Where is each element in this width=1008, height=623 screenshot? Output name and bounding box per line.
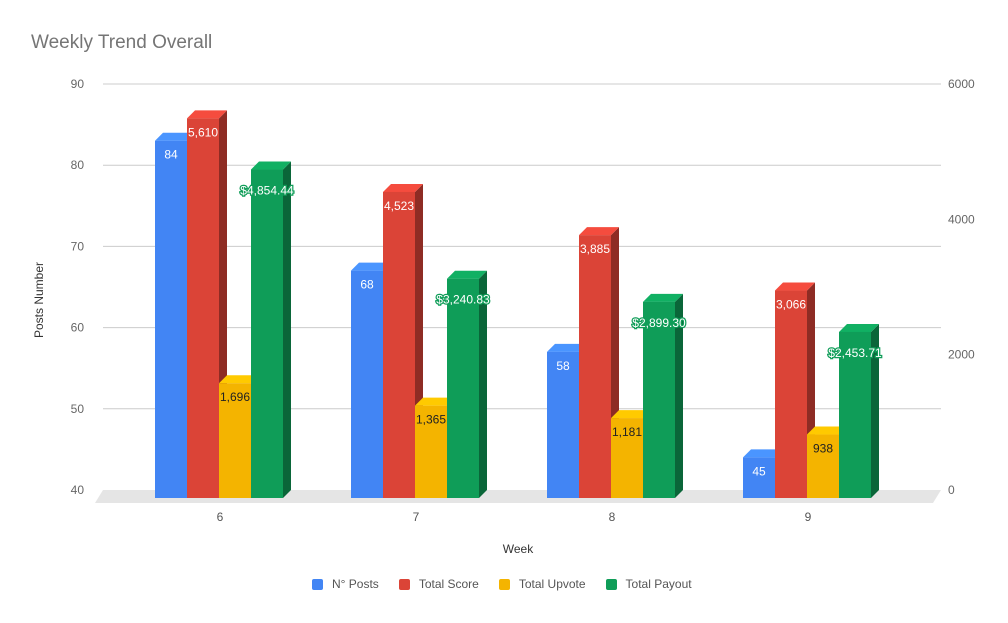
bar-side bbox=[283, 161, 291, 498]
y-left-tick-label: 50 bbox=[71, 402, 85, 416]
bar bbox=[251, 169, 283, 498]
bar bbox=[743, 457, 775, 498]
bar-side bbox=[871, 323, 879, 498]
legend-item: Total Score bbox=[398, 577, 479, 591]
bar-top bbox=[155, 132, 195, 141]
bar-top bbox=[547, 343, 587, 352]
bar-top bbox=[643, 293, 683, 302]
bar-top bbox=[351, 262, 391, 271]
y-left-tick-label: 60 bbox=[71, 321, 85, 335]
data-label: 1,365 bbox=[416, 413, 446, 427]
bar-top bbox=[579, 227, 619, 236]
x-axis-label: Week bbox=[503, 542, 534, 556]
y-right-tick-label: 4000 bbox=[948, 212, 975, 226]
data-label: 3,066 bbox=[776, 298, 806, 312]
bar bbox=[839, 331, 871, 498]
data-label: $2,899.30 bbox=[632, 316, 686, 330]
legend-swatch bbox=[498, 578, 510, 590]
bar bbox=[219, 383, 251, 498]
bar-top bbox=[447, 270, 487, 279]
y-left-tick-label: 80 bbox=[71, 158, 85, 172]
data-label: 68 bbox=[360, 278, 374, 292]
legend-item: Total Upvote bbox=[498, 577, 586, 591]
data-label: 84 bbox=[164, 148, 178, 162]
legend-label: Total Score bbox=[418, 577, 479, 591]
bar bbox=[611, 418, 643, 498]
x-tick-label: 9 bbox=[805, 510, 812, 524]
data-label: 1,181 bbox=[612, 425, 642, 439]
data-label: $3,240.83 bbox=[436, 293, 490, 307]
bar-top bbox=[383, 183, 423, 192]
bar-top bbox=[839, 323, 879, 332]
bar-top bbox=[415, 397, 455, 406]
legend-swatch bbox=[312, 578, 323, 590]
legend-label: Total Payout bbox=[625, 577, 692, 591]
legend-swatch bbox=[398, 578, 410, 590]
floor bbox=[95, 490, 941, 503]
data-label: 45 bbox=[752, 464, 766, 478]
y-right-tick-label: 6000 bbox=[948, 77, 975, 91]
bar-top bbox=[775, 282, 815, 291]
y-left-tick-label: 40 bbox=[71, 483, 85, 497]
legend: N° Posts Total Score Total Upvote Total Pay… bbox=[312, 577, 712, 591]
x-tick-label: 8 bbox=[609, 510, 616, 524]
bar-top bbox=[219, 375, 259, 384]
bar-side bbox=[479, 270, 487, 498]
bar bbox=[187, 118, 219, 498]
bar bbox=[415, 405, 447, 498]
bar-top bbox=[611, 410, 651, 419]
data-label: 938 bbox=[813, 442, 833, 456]
bar-top bbox=[187, 110, 227, 119]
data-label: 3,885 bbox=[580, 242, 610, 256]
legend-swatch bbox=[605, 578, 617, 590]
legend-label: N° Posts bbox=[332, 577, 379, 591]
bar bbox=[579, 235, 611, 499]
data-label: 1,696 bbox=[220, 390, 250, 404]
bar bbox=[775, 290, 807, 498]
data-label: $2,453.71 bbox=[828, 346, 882, 360]
bar bbox=[547, 351, 579, 498]
bar bbox=[351, 270, 383, 498]
y-right-tick-label: 0 bbox=[948, 483, 955, 497]
legend-item: Total Payout bbox=[605, 577, 692, 591]
bar-top bbox=[807, 426, 847, 435]
y-left-tick-label: 90 bbox=[71, 77, 85, 91]
bar bbox=[155, 140, 187, 498]
chart-title: Weekly Trend Overall bbox=[31, 32, 213, 53]
y-axis-label: Posts Number bbox=[32, 262, 46, 338]
data-label: 4,523 bbox=[384, 199, 414, 213]
bar bbox=[643, 301, 675, 498]
bar-side bbox=[675, 293, 683, 498]
legend-label: Total Upvote bbox=[518, 577, 586, 591]
data-label: $4,854.44 bbox=[240, 184, 294, 198]
data-label: 58 bbox=[556, 359, 570, 373]
x-tick-label: 7 bbox=[413, 510, 420, 524]
bar bbox=[447, 278, 479, 498]
y-left-tick-label: 70 bbox=[71, 239, 85, 253]
y-right-tick-label: 2000 bbox=[948, 348, 975, 362]
bar bbox=[383, 191, 415, 498]
data-label: 5,610 bbox=[188, 125, 218, 139]
bar-top bbox=[743, 449, 783, 458]
legend-item: N° Posts bbox=[312, 577, 379, 591]
bar bbox=[807, 434, 839, 498]
bar-top bbox=[251, 161, 291, 170]
x-tick-label: 6 bbox=[217, 510, 224, 524]
